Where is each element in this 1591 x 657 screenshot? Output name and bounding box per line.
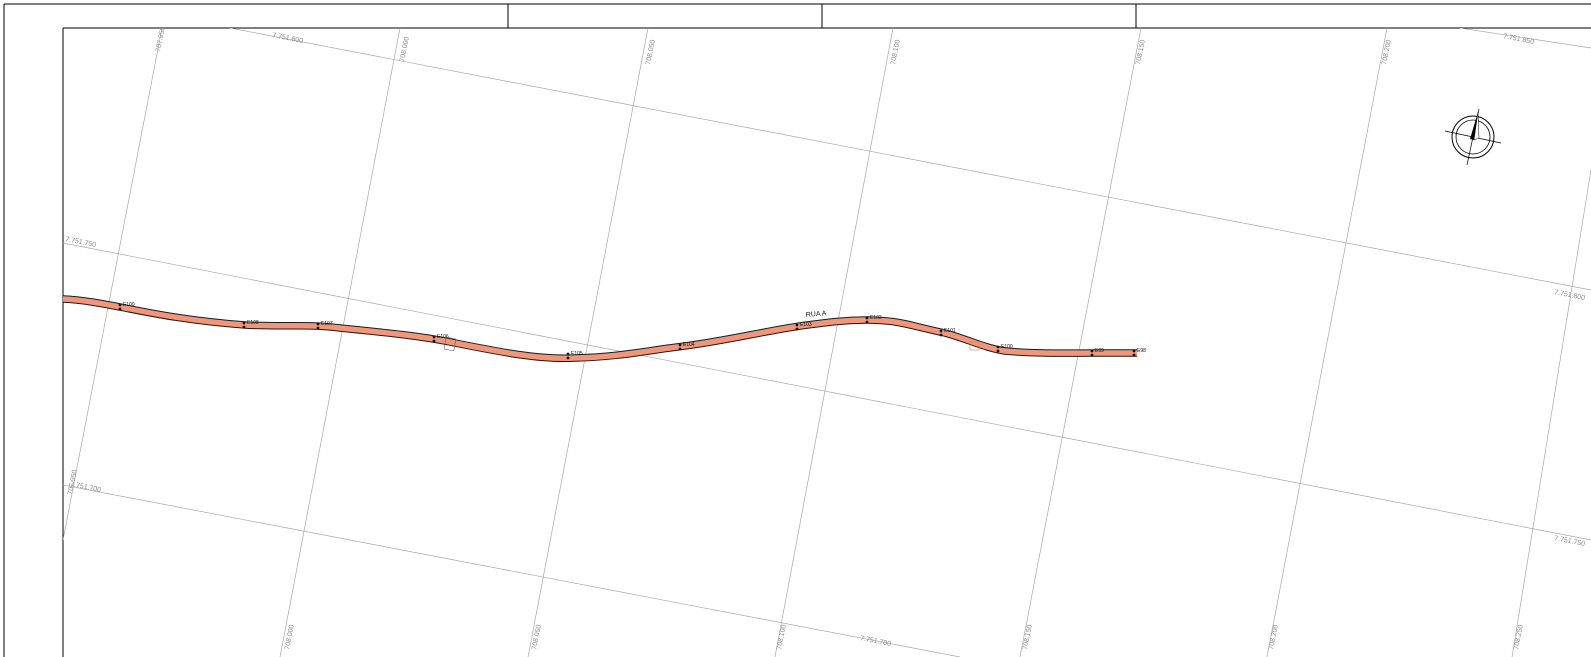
station-label: E109 bbox=[123, 302, 135, 308]
station-marker bbox=[1090, 349, 1094, 353]
easting-label: 708.000 bbox=[399, 36, 411, 62]
easting-label: 708.200 bbox=[1268, 624, 1280, 650]
northing-label: 7.751.700 bbox=[860, 635, 892, 648]
station-marker bbox=[939, 329, 943, 333]
station-marker bbox=[1132, 349, 1136, 353]
station-label: E100 bbox=[1001, 344, 1013, 350]
easting-label: 708.150 bbox=[1022, 624, 1034, 650]
grid-line-easting bbox=[279, 28, 401, 657]
station-label: E98 bbox=[1137, 348, 1146, 354]
station-marker bbox=[242, 325, 246, 329]
road-outline bbox=[63, 295, 1137, 363]
northing-label: 7.751.750 bbox=[65, 236, 97, 249]
station-marker bbox=[566, 352, 570, 356]
station-label: E99 bbox=[1095, 348, 1104, 354]
grid-line-easting bbox=[527, 28, 649, 657]
station-marker bbox=[432, 335, 436, 339]
grid-line-easting bbox=[1511, 169, 1591, 657]
easting-label: 707.950 bbox=[155, 26, 167, 52]
station-marker bbox=[795, 327, 799, 331]
easting-label: 708.100 bbox=[890, 39, 902, 65]
station-label: E104 bbox=[683, 342, 695, 348]
station-marker bbox=[1132, 353, 1136, 357]
northing-label: 7.751.850 bbox=[1503, 33, 1535, 46]
station-label: E101 bbox=[944, 328, 956, 334]
road-fill bbox=[63, 296, 1137, 362]
station-marker bbox=[865, 316, 869, 320]
parcel-marker bbox=[443, 336, 457, 352]
grid-line-easting bbox=[1019, 28, 1142, 657]
grid-line-easting bbox=[63, 28, 163, 541]
northing-label: 7.751.800 bbox=[272, 32, 304, 45]
station-marker bbox=[678, 347, 682, 351]
station-marker bbox=[242, 321, 246, 325]
station-marker bbox=[865, 320, 869, 324]
easting-label: 708.100 bbox=[776, 624, 788, 650]
compass-north-arrow-icon bbox=[1444, 108, 1502, 166]
coordinate-labels: 707.950 708.000 708.050 708.100 708.150 … bbox=[65, 26, 1586, 650]
station-marker bbox=[996, 345, 1000, 349]
station-label: E108 bbox=[247, 320, 259, 326]
sheet-frame bbox=[3, 3, 1591, 657]
easting-label: 708.050 bbox=[645, 39, 657, 65]
grid-line-easting bbox=[774, 28, 894, 657]
station-marker bbox=[566, 356, 570, 360]
parcel-marker bbox=[969, 341, 980, 351]
station-markers: E109 E108 E107 E106 E105 E104 E103 E102 E101 E100… bbox=[118, 302, 1146, 360]
easting-label: 708.250 bbox=[1513, 624, 1525, 650]
road-rua-a bbox=[63, 295, 1137, 363]
grid-line-easting bbox=[1266, 28, 1388, 657]
map-viewport: 707.950 708.000 708.050 708.100 708.150 … bbox=[63, 26, 1591, 657]
grid-line-northing bbox=[63, 484, 961, 657]
grid-line-northing bbox=[229, 28, 1591, 291]
station-marker bbox=[118, 303, 122, 307]
station-marker bbox=[1090, 353, 1094, 357]
station-marker bbox=[316, 322, 320, 326]
station-marker bbox=[432, 339, 436, 343]
station-marker bbox=[316, 326, 320, 330]
easting-label: 708.000 bbox=[284, 624, 296, 650]
northing-label: 7.751.750 bbox=[1554, 535, 1586, 548]
station-label: E102 bbox=[870, 315, 882, 321]
grid-line-northing bbox=[1459, 28, 1591, 49]
station-marker bbox=[795, 323, 799, 327]
easting-grid bbox=[63, 28, 1591, 657]
station-label: E103 bbox=[800, 322, 812, 328]
easting-label: 708.050 bbox=[531, 624, 543, 650]
station-label: E105 bbox=[571, 351, 583, 357]
station-marker bbox=[118, 307, 122, 311]
grid-line-northing bbox=[63, 242, 1591, 541]
station-label: E106 bbox=[437, 334, 449, 340]
station-marker bbox=[678, 343, 682, 347]
easting-label: 708.200 bbox=[1381, 39, 1393, 65]
northing-grid bbox=[63, 28, 1591, 657]
station-marker bbox=[939, 333, 943, 337]
station-marker bbox=[996, 349, 1000, 353]
easting-label: 707.950 bbox=[67, 469, 79, 495]
station-label: E107 bbox=[321, 321, 333, 327]
street-label: RUA A bbox=[806, 310, 827, 319]
easting-label: 708.150 bbox=[1135, 39, 1147, 65]
